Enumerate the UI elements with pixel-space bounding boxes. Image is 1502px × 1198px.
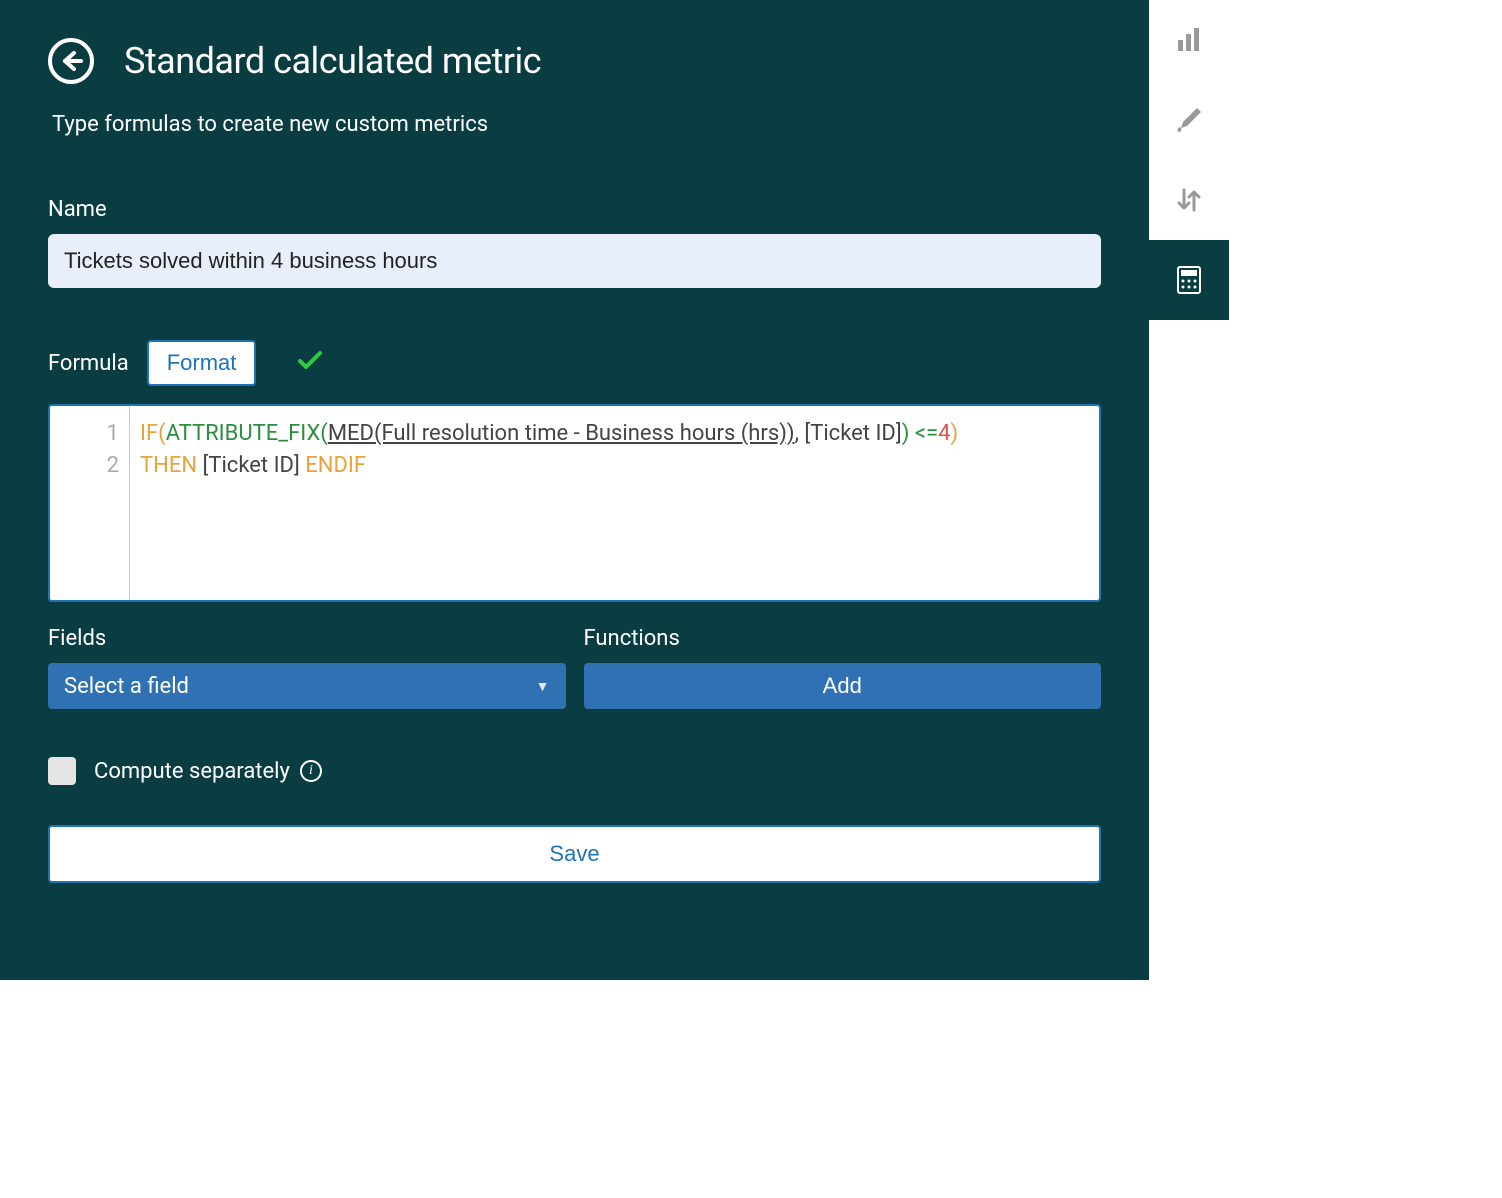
formula-label: Formula — [48, 351, 129, 376]
formula-header: Formula Format — [48, 340, 1101, 386]
fields-placeholder: Select a field — [64, 674, 189, 699]
name-label: Name — [48, 197, 1101, 222]
sidebar-item-brush[interactable] — [1149, 80, 1229, 160]
add-function-button[interactable]: Add — [584, 663, 1102, 709]
name-input[interactable] — [48, 234, 1101, 288]
sidebar-item-sort[interactable] — [1149, 160, 1229, 240]
header: Standard calculated metric — [48, 38, 1101, 84]
metric-ref: MED(Full resolution time - Business hour… — [328, 421, 795, 446]
line-number: 2 — [50, 450, 119, 482]
functions-label: Functions — [584, 626, 1102, 651]
compute-label-text: Compute separately — [94, 759, 290, 784]
bar-chart-icon — [1175, 26, 1203, 54]
field-ref: [Ticket ID] — [799, 421, 902, 446]
brush-icon — [1175, 106, 1203, 134]
operator: <= — [909, 421, 938, 446]
fields-select[interactable]: Select a field ▼ — [48, 663, 566, 709]
arrow-left-icon — [59, 49, 83, 73]
paren: ( — [158, 421, 166, 446]
code-line: IF(ATTRIBUTE_FIX(MED(Full resolution tim… — [140, 418, 958, 450]
page-subtitle: Type formulas to create new custom metri… — [52, 112, 1101, 137]
sidebar-item-chart[interactable] — [1149, 0, 1229, 80]
chevron-down-icon: ▼ — [536, 678, 550, 695]
format-button[interactable]: Format — [147, 340, 257, 386]
line-number: 1 — [50, 418, 119, 450]
keyword-if: IF — [140, 421, 158, 446]
keyword-endif: ENDIF — [305, 453, 366, 478]
fields-label: Fields — [48, 626, 566, 651]
page-title: Standard calculated metric — [124, 40, 541, 82]
right-sidebar — [1149, 0, 1229, 980]
keyword-then: THEN — [140, 453, 197, 478]
code-line: THEN [Ticket ID] ENDIF — [140, 450, 958, 482]
fields-functions-row: Fields Select a field ▼ Functions Add — [48, 626, 1101, 709]
calculator-icon — [1177, 266, 1201, 294]
field-ref: [Ticket ID] — [197, 453, 305, 478]
compute-separately-row: Compute separately i — [48, 757, 1101, 785]
formula-editor[interactable]: 1 2 IF(ATTRIBUTE_FIX(MED(Full resolution… — [48, 404, 1101, 602]
code-content[interactable]: IF(ATTRIBUTE_FIX(MED(Full resolution tim… — [130, 406, 968, 600]
number-literal: 4 — [938, 421, 950, 446]
sort-arrows-icon — [1175, 186, 1203, 214]
paren: ( — [320, 421, 328, 446]
info-icon[interactable]: i — [300, 760, 322, 782]
compute-separately-label: Compute separately i — [94, 759, 322, 784]
back-button[interactable] — [48, 38, 94, 84]
compute-separately-checkbox[interactable] — [48, 757, 76, 785]
function-name: ATTRIBUTE_FIX — [166, 421, 321, 446]
main-panel: Standard calculated metric Type formulas… — [0, 0, 1149, 980]
line-gutter: 1 2 — [50, 406, 130, 600]
valid-check-icon — [298, 351, 322, 375]
sidebar-item-calculator[interactable] — [1149, 240, 1229, 320]
paren: ) — [950, 421, 958, 446]
save-button[interactable]: Save — [48, 825, 1101, 883]
